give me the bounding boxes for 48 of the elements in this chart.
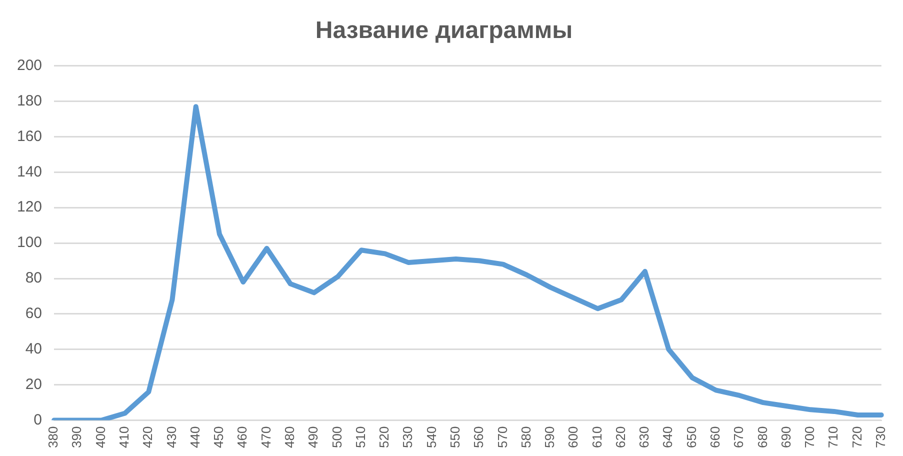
x-tick-label: 460 xyxy=(234,426,250,448)
x-tick-label: 680 xyxy=(754,426,770,448)
y-tick-label: 80 xyxy=(25,270,42,287)
y-tick-label: 40 xyxy=(25,340,42,358)
y-tick-label: 140 xyxy=(16,163,42,180)
y-tick-label: 120 xyxy=(16,198,42,216)
x-tick-label: 640 xyxy=(660,426,676,448)
x-tick-label: 610 xyxy=(589,426,604,448)
y-tick-label: 200 xyxy=(16,56,42,74)
x-tick-label: 530 xyxy=(400,426,416,448)
x-tick-label: 550 xyxy=(447,426,462,448)
x-tick-label: 480 xyxy=(282,426,297,448)
x-tick-label: 720 xyxy=(849,426,864,448)
x-tick-label: 520 xyxy=(376,426,392,448)
y-tick-label: 60 xyxy=(25,305,42,322)
x-tick-label: 660 xyxy=(708,426,723,448)
x-tick-label: 590 xyxy=(542,426,558,448)
y-tick-label: 160 xyxy=(16,128,42,145)
x-tick-label: 570 xyxy=(494,426,510,448)
x-tick-label: 450 xyxy=(211,426,226,448)
x-tick-label: 630 xyxy=(636,426,652,448)
y-tick-label: 20 xyxy=(25,376,42,393)
x-tick-label: 650 xyxy=(684,426,699,448)
x-tick-label: 410 xyxy=(116,426,132,448)
y-tick-label: 100 xyxy=(16,234,42,252)
x-tick-label: 390 xyxy=(69,426,84,448)
x-tick-label: 700 xyxy=(802,426,818,448)
x-tick-label: 420 xyxy=(140,426,156,448)
x-tick-label: 710 xyxy=(826,426,841,448)
x-tick-label: 560 xyxy=(471,426,486,448)
x-tick-label: 440 xyxy=(187,426,202,448)
x-tick-label: 430 xyxy=(164,426,179,448)
chart-title: Название диаграммы xyxy=(315,17,573,44)
x-tick-label: 670 xyxy=(731,426,746,448)
y-tick-label: 0 xyxy=(34,411,42,428)
x-tick-label: 500 xyxy=(329,426,344,448)
x-tick-label: 510 xyxy=(352,426,368,448)
x-tick-label: 730 xyxy=(872,426,888,448)
x-tick-label: 380 xyxy=(46,426,61,448)
x-tick-label: 470 xyxy=(258,426,274,448)
x-tick-label: 620 xyxy=(612,426,628,448)
x-tick-label: 690 xyxy=(778,426,794,448)
x-tick-label: 490 xyxy=(306,426,321,448)
x-tick-label: 540 xyxy=(424,426,439,448)
x-tick-label: 580 xyxy=(518,426,534,448)
y-tick-label: 180 xyxy=(16,92,42,110)
x-tick-label: 400 xyxy=(92,426,108,448)
x-tick-label: 600 xyxy=(566,426,581,448)
